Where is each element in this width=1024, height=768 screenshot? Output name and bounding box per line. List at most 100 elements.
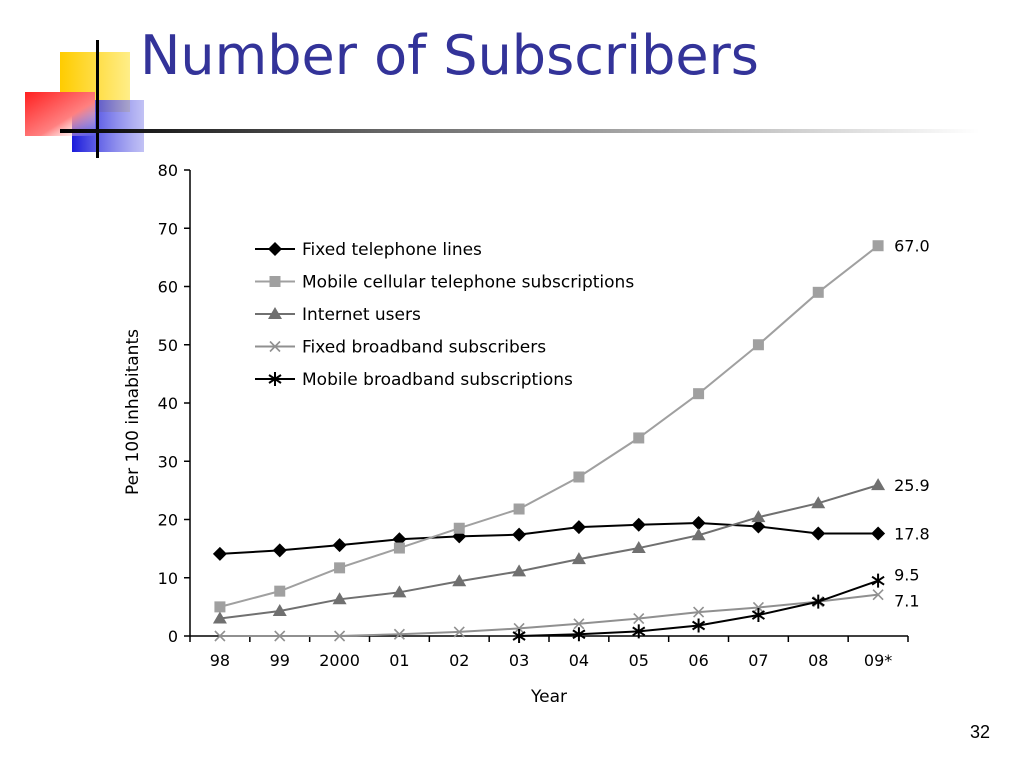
y-tick-label: 70 [158, 219, 178, 238]
data-point [633, 432, 645, 444]
data-point [872, 240, 884, 252]
legend-marker [268, 242, 282, 256]
x-tick-label: 03 [509, 651, 529, 670]
legend-label: Fixed telephone lines [302, 240, 482, 260]
data-point [332, 592, 347, 605]
data-point [573, 618, 585, 630]
deco-red-square [25, 92, 95, 136]
y-tick-label: 60 [158, 278, 178, 297]
data-point [393, 628, 405, 640]
x-tick-label: 99 [270, 651, 290, 670]
end-value-label: 17.8 [894, 524, 930, 543]
x-tick-label: 98 [210, 651, 230, 670]
data-point [212, 611, 227, 624]
x-tick-label: 01 [389, 651, 409, 670]
series-line [219, 244, 879, 608]
data-point [513, 622, 525, 634]
data-point [872, 589, 884, 601]
data-point [272, 603, 287, 616]
x-tick-label: 02 [449, 651, 469, 670]
data-point [693, 606, 705, 618]
legend-label: Fixed broadband subscribers [302, 338, 546, 358]
data-point [572, 627, 586, 642]
data-point [631, 517, 646, 532]
data-point [214, 630, 226, 642]
y-tick-label: 20 [158, 511, 178, 530]
data-point [332, 538, 347, 553]
x-tick-label: 05 [629, 651, 649, 670]
data-point [512, 629, 526, 643]
data-point [871, 573, 885, 588]
data-point [811, 594, 825, 609]
legend-marker [269, 276, 281, 287]
data-point [512, 564, 527, 577]
x-tick-label: 07 [748, 651, 768, 670]
data-point [212, 546, 227, 561]
legend-marker [268, 307, 282, 319]
data-point [751, 510, 766, 523]
legend-marker [268, 372, 282, 386]
data-point [393, 542, 405, 554]
x-tick-label: 04 [569, 651, 589, 670]
deco-vertical-line [96, 40, 99, 158]
x-tick-label: 2000 [319, 651, 360, 670]
data-point [811, 526, 826, 541]
end-value-label: 67.0 [894, 237, 930, 256]
y-tick-label: 40 [158, 394, 178, 413]
data-point [631, 541, 646, 554]
legend-label: Internet users [302, 305, 421, 325]
slide-number: 32 [969, 722, 990, 742]
data-point [752, 601, 764, 614]
chart-legend: Fixed telephone lines Mobile cellular tel… [255, 240, 634, 390]
x-tick-label: 08 [808, 651, 828, 670]
y-tick-label: 0 [168, 627, 178, 646]
data-point [691, 528, 706, 541]
data-point [693, 388, 705, 400]
slide-decoration [25, 40, 980, 158]
data-point [871, 478, 886, 491]
page-title: Number of Subscribers [140, 24, 759, 87]
data-point [214, 601, 226, 613]
data-point [453, 522, 465, 534]
data-point [392, 585, 407, 598]
y-tick-label: 30 [158, 452, 178, 471]
data-point [632, 624, 646, 639]
series-line [219, 484, 879, 620]
legend-marker [269, 340, 281, 353]
x-tick-label: 06 [688, 651, 708, 670]
data-point [752, 339, 764, 351]
data-point [512, 527, 527, 542]
data-point [811, 496, 826, 509]
data-point [274, 585, 286, 597]
legend-label: Mobile broadband subscriptions [302, 370, 573, 390]
data-point [812, 286, 824, 298]
data-point [513, 503, 525, 515]
end-value-label: 25.9 [894, 476, 930, 495]
y-axis-label: Per 100 inhabitants [123, 329, 143, 495]
data-point [274, 630, 286, 642]
data-point [751, 519, 766, 534]
series-line [219, 521, 879, 555]
legend-label: Mobile cellular telephone subscriptions [302, 273, 634, 293]
data-point [452, 574, 467, 587]
data-point [573, 471, 585, 483]
data-point [692, 618, 706, 633]
data-point [571, 552, 586, 565]
data-point [334, 562, 346, 574]
data-point [871, 526, 886, 541]
x-axis-label: Year [530, 687, 567, 707]
data-point [453, 626, 465, 638]
y-tick-label: 10 [158, 569, 178, 588]
data-point [272, 543, 287, 558]
end-value-label: 7.1 [894, 592, 919, 611]
chart-series: 17.8 67.0 25.9 7.1 9.5 [212, 237, 930, 643]
x-tick-label: 09* [864, 651, 892, 670]
end-value-label: 9.5 [894, 566, 919, 585]
y-tick-label: 50 [158, 336, 178, 355]
data-point [571, 520, 586, 535]
y-tick-label: 80 [158, 161, 178, 180]
data-point [691, 515, 706, 530]
series-line [219, 593, 879, 637]
data-point [751, 608, 765, 623]
